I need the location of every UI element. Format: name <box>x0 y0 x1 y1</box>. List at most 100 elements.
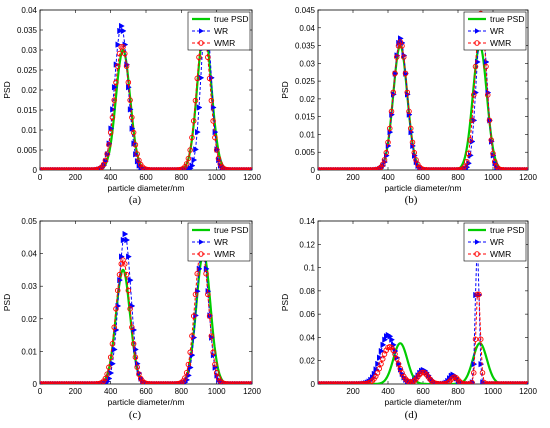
data-point <box>490 150 496 157</box>
data-point <box>325 167 332 170</box>
data-point <box>104 371 110 377</box>
data-point <box>392 70 398 77</box>
data-point <box>129 125 136 132</box>
x-tick-label: 600 <box>416 387 430 396</box>
data-point <box>249 167 252 170</box>
data-point <box>40 167 45 170</box>
data-point <box>366 167 372 170</box>
x-tick-label: 800 <box>451 387 465 396</box>
y-tick-label: 0 <box>33 380 38 389</box>
data-point <box>235 167 241 170</box>
data-point <box>488 381 494 384</box>
data-point <box>67 167 73 170</box>
data-point <box>497 381 503 384</box>
chart-panel-b: 0 0.005 0.01 0.015 0.02 0.025 0.03 0.035 0.04 0.0… <box>280 6 537 206</box>
x-tick-label: 400 <box>104 173 118 182</box>
data-point <box>185 155 192 162</box>
data-point <box>167 381 174 384</box>
data-point <box>383 149 390 156</box>
data-point <box>130 341 137 347</box>
data-point <box>422 370 428 376</box>
data-point <box>143 166 149 170</box>
x-tick-label: 1200 <box>519 387 537 396</box>
y-tick-label: 0.025 <box>17 66 38 75</box>
data-point <box>474 291 481 298</box>
data-point <box>472 63 479 70</box>
data-point <box>249 381 252 384</box>
data-point <box>385 139 391 146</box>
legend-label: true PSD <box>490 14 525 24</box>
data-point <box>157 167 163 170</box>
data-point <box>127 106 134 113</box>
data-point <box>175 167 181 170</box>
x-tick-label: 400 <box>381 387 395 396</box>
data-point <box>375 360 382 368</box>
data-point <box>243 167 250 170</box>
data-point <box>509 167 515 170</box>
data-point <box>353 167 360 170</box>
data-point <box>387 125 393 132</box>
data-point <box>84 381 91 384</box>
data-point <box>434 380 440 384</box>
data-point <box>476 291 482 298</box>
y-tick-label: 0.035 <box>295 42 316 51</box>
data-point <box>153 167 160 170</box>
y-tick-label: 0.045 <box>295 6 316 15</box>
data-point <box>145 380 151 384</box>
data-point <box>392 351 398 357</box>
data-point <box>74 167 80 170</box>
data-point <box>380 341 387 349</box>
data-point <box>169 381 176 384</box>
data-point <box>206 75 213 82</box>
data-point <box>164 167 170 170</box>
data-point <box>129 114 135 121</box>
data-point <box>162 167 169 170</box>
data-point <box>83 167 89 170</box>
data-point <box>47 381 54 384</box>
data-point <box>355 381 361 384</box>
x-tick-label: 200 <box>69 387 83 396</box>
data-point <box>76 381 82 384</box>
y-tick-label: 0.02 <box>21 86 37 95</box>
data-point <box>120 44 126 50</box>
data-point <box>220 165 227 170</box>
data-point <box>378 361 384 367</box>
data-point <box>183 370 190 376</box>
data-point <box>451 167 458 170</box>
data-point <box>420 166 426 170</box>
data-point <box>60 167 66 170</box>
y-tick-label: 0.04 <box>21 250 37 259</box>
x-tick-label: 800 <box>451 173 465 182</box>
data-point <box>336 167 342 170</box>
panel-caption: (b) <box>405 194 418 206</box>
data-point <box>63 167 70 170</box>
data-point <box>318 167 323 170</box>
data-point <box>247 381 252 384</box>
x-tick-label: 1200 <box>243 173 261 182</box>
data-point <box>233 381 239 384</box>
data-point <box>222 166 229 170</box>
data-point <box>208 333 215 339</box>
data-point <box>90 167 96 170</box>
x-axis-label: particle diameter/nm <box>384 183 461 193</box>
data-point <box>114 287 121 294</box>
data-point <box>362 167 368 170</box>
data-point <box>245 381 252 384</box>
data-point <box>110 360 116 367</box>
data-point <box>134 364 140 370</box>
data-point <box>127 276 134 284</box>
legend-marker <box>198 40 204 46</box>
data-point <box>122 50 128 57</box>
data-point <box>226 381 232 384</box>
data-point <box>345 167 351 170</box>
data-point <box>74 381 80 384</box>
data-point <box>123 271 130 278</box>
x-tick-label: 1000 <box>208 173 226 182</box>
data-point <box>247 167 252 170</box>
data-point <box>371 167 377 170</box>
data-point <box>233 167 239 170</box>
legend-label: WMR <box>214 249 235 259</box>
data-point <box>507 167 514 170</box>
data-point <box>58 381 64 384</box>
data-point <box>346 167 353 170</box>
